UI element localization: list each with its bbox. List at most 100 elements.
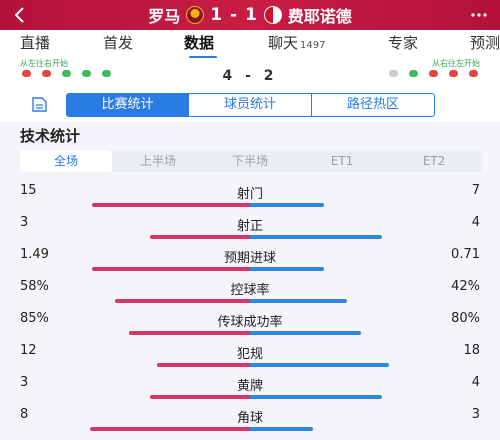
more-icon — [471, 13, 487, 17]
home-bar — [157, 363, 250, 367]
stats-segment-bar: 比赛统计 球员统计 路径热区 — [0, 88, 500, 122]
stat-label: 射正 — [236, 219, 263, 234]
away-value: 42% — [451, 279, 480, 294]
stat-row: 1.49 预期进球 0.71 — [0, 246, 500, 278]
tab-chat[interactable]: 聊天 1497 — [268, 30, 325, 58]
away-form-dots — [389, 70, 478, 77]
form-dot — [82, 70, 91, 77]
recent-form: 从左往右开始 从右往左开始 4 - 2 — [0, 58, 500, 88]
home-bar — [129, 331, 250, 335]
stat-label: 犯规 — [236, 347, 263, 362]
home-value: 3 — [20, 215, 29, 230]
home-value: 58% — [20, 279, 49, 294]
home-bar — [92, 267, 250, 271]
section-title: 技术统计 — [20, 127, 81, 145]
form-dot — [469, 70, 478, 77]
scoreline: 罗马 1 - 1 费耶诺德 — [0, 0, 500, 30]
back-button[interactable] — [10, 5, 30, 25]
away-bar — [250, 235, 382, 239]
stat-row: 3 黄牌 4 — [0, 374, 500, 406]
home-team-logo — [186, 6, 205, 24]
away-value: 18 — [463, 343, 480, 358]
away-value: 80% — [451, 311, 480, 326]
stat-row: 58% 控球率 42% — [0, 278, 500, 310]
tab-label: 数据 — [184, 34, 215, 52]
tab-expert[interactable]: 专家 — [388, 30, 418, 58]
away-bar — [250, 331, 361, 335]
stat-label: 射门 — [236, 187, 263, 202]
home-value: 3 — [20, 375, 29, 390]
away-bar — [250, 299, 347, 303]
segment-player-stats[interactable]: 球员统计 — [189, 93, 312, 117]
chevron-left-icon — [14, 7, 24, 23]
away-value: 0.71 — [451, 247, 480, 262]
tab-prediction[interactable]: 预测 — [470, 30, 500, 58]
home-bar — [150, 235, 250, 239]
away-team-logo — [263, 6, 282, 24]
home-bar — [115, 299, 250, 303]
tab-lineup[interactable]: 首发 — [103, 30, 133, 58]
home-bar — [90, 427, 250, 431]
segment-match-stats[interactable]: 比赛统计 — [66, 93, 189, 117]
stat-label: 黄牌 — [236, 379, 263, 394]
form-hint-left: 从左往右开始 — [20, 59, 68, 68]
form-dot — [429, 70, 438, 77]
match-tabs: 直播 首发 数据 聊天 1497 专家 预测 — [0, 30, 500, 58]
more-button[interactable] — [468, 4, 490, 30]
home-form-dots — [22, 70, 111, 77]
away-value: 4 — [471, 215, 480, 230]
form-dot — [449, 70, 458, 77]
away-value: 3 — [471, 407, 480, 422]
active-tab-indicator — [189, 56, 217, 59]
form-dot — [389, 70, 398, 77]
stat-row: 8 角球 3 — [0, 406, 500, 438]
stat-row: 3 射正 4 — [0, 214, 500, 246]
period-et1[interactable]: ET1 — [330, 154, 354, 168]
stat-row: 12 犯规 18 — [0, 342, 500, 374]
form-dot — [22, 70, 31, 77]
match-header: 罗马 1 - 1 费耶诺德 — [0, 0, 500, 30]
share-icon[interactable] — [30, 95, 50, 113]
period-second-half[interactable]: 下半场 — [231, 154, 268, 168]
home-value: 1.49 — [20, 247, 49, 262]
document-icon — [32, 97, 47, 112]
stat-label: 角球 — [236, 411, 263, 426]
away-bar — [250, 427, 313, 431]
tab-label: 专家 — [388, 34, 419, 52]
form-dot — [102, 70, 111, 77]
stat-row: 15 射门 7 — [0, 182, 500, 214]
tab-label: 聊天 — [268, 34, 299, 52]
tab-data[interactable]: 数据 — [184, 30, 214, 58]
stat-label: 预期进球 — [223, 251, 276, 266]
form-hint-right: 从右往左开始 — [432, 59, 480, 68]
stat-label: 控球率 — [230, 283, 270, 298]
home-value: 12 — [20, 343, 37, 358]
away-bar — [250, 395, 382, 399]
away-bar — [250, 203, 324, 207]
away-value: 4 — [471, 375, 480, 390]
tab-label: 首发 — [103, 34, 134, 52]
tab-label: 直播 — [20, 34, 51, 52]
home-value: 85% — [20, 311, 49, 326]
away-bar — [250, 267, 324, 271]
away-bar — [250, 363, 389, 367]
away-team-name: 费耶诺德 — [287, 7, 352, 26]
match-score: 1 - 1 — [210, 5, 258, 25]
form-score: 4 - 2 — [222, 68, 278, 84]
chat-count: 1497 — [300, 40, 326, 51]
period-et2[interactable]: ET2 — [422, 154, 446, 168]
home-value: 15 — [20, 183, 37, 198]
home-bar — [92, 203, 250, 207]
tab-live[interactable]: 直播 — [20, 30, 50, 58]
period-full[interactable]: 全场 — [20, 150, 112, 172]
period-tabs: 全场 上半场 下半场 ET1 ET2 — [20, 150, 482, 172]
period-first-half[interactable]: 上半场 — [139, 154, 176, 168]
home-team-name: 罗马 — [148, 7, 181, 26]
segment-heatmap[interactable]: 路径热区 — [312, 93, 435, 117]
form-dot — [42, 70, 51, 77]
form-dot — [409, 70, 418, 77]
away-value: 7 — [471, 183, 480, 198]
stat-label: 传球成功率 — [217, 315, 283, 330]
stat-row: 85% 传球成功率 80% — [0, 310, 500, 342]
form-dot — [62, 70, 71, 77]
